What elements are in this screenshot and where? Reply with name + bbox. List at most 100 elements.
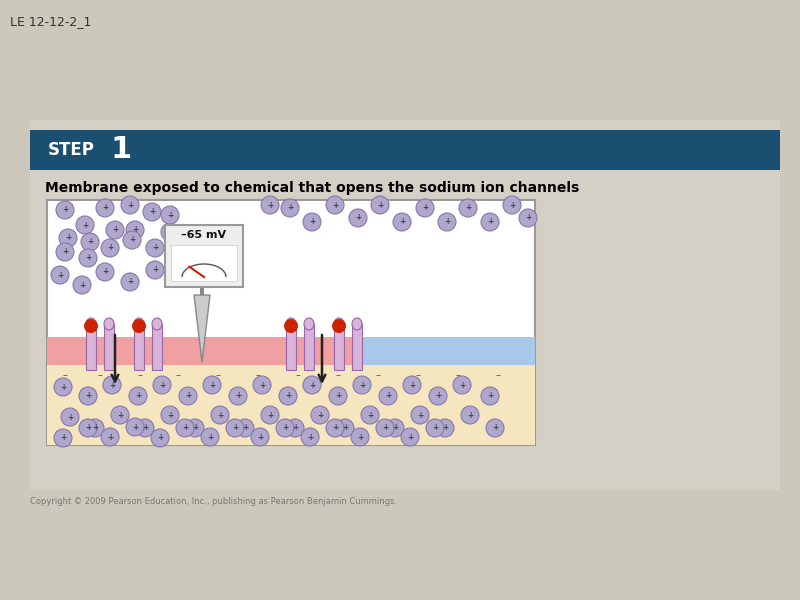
Circle shape bbox=[461, 406, 479, 424]
Text: +: + bbox=[332, 424, 338, 433]
Circle shape bbox=[84, 319, 98, 333]
Circle shape bbox=[403, 376, 421, 394]
Text: +: + bbox=[102, 268, 108, 277]
Ellipse shape bbox=[304, 318, 314, 330]
Text: +: + bbox=[257, 433, 263, 442]
Circle shape bbox=[151, 429, 169, 447]
Circle shape bbox=[146, 261, 164, 279]
Bar bbox=[30, 130, 780, 170]
Bar bbox=[47, 365, 535, 445]
Circle shape bbox=[136, 419, 154, 437]
Circle shape bbox=[121, 196, 139, 214]
Circle shape bbox=[279, 387, 297, 405]
Circle shape bbox=[251, 428, 269, 446]
Circle shape bbox=[103, 376, 121, 394]
Circle shape bbox=[101, 239, 119, 257]
Bar bbox=[352, 324, 362, 370]
Circle shape bbox=[286, 419, 304, 437]
Text: +: + bbox=[525, 214, 531, 223]
Text: –: – bbox=[415, 370, 421, 380]
Text: +: + bbox=[382, 424, 388, 433]
Circle shape bbox=[429, 387, 447, 405]
Text: +: + bbox=[112, 226, 118, 235]
Circle shape bbox=[153, 376, 171, 394]
Text: +: + bbox=[392, 424, 398, 433]
Text: +: + bbox=[85, 391, 91, 401]
Circle shape bbox=[121, 273, 139, 291]
Bar bbox=[188, 245, 216, 251]
Text: +: + bbox=[135, 391, 141, 401]
Text: +: + bbox=[157, 433, 163, 443]
Ellipse shape bbox=[152, 318, 162, 330]
Circle shape bbox=[236, 419, 254, 437]
Circle shape bbox=[349, 209, 367, 227]
Circle shape bbox=[132, 319, 146, 333]
Circle shape bbox=[303, 213, 321, 231]
Circle shape bbox=[129, 387, 147, 405]
Bar bbox=[171, 245, 237, 281]
Bar bbox=[30, 120, 780, 490]
Circle shape bbox=[486, 419, 504, 437]
Circle shape bbox=[379, 387, 397, 405]
Ellipse shape bbox=[334, 318, 344, 330]
Text: +: + bbox=[467, 410, 473, 419]
Circle shape bbox=[393, 213, 411, 231]
Circle shape bbox=[416, 199, 434, 217]
Text: +: + bbox=[232, 424, 238, 433]
Text: +: + bbox=[309, 380, 315, 389]
Text: +: + bbox=[377, 200, 383, 209]
Ellipse shape bbox=[134, 318, 144, 330]
Text: +: + bbox=[342, 424, 348, 433]
Text: +: + bbox=[287, 203, 293, 212]
Circle shape bbox=[54, 378, 72, 396]
Text: +: + bbox=[167, 410, 173, 419]
Text: LE 12-12-2_1: LE 12-12-2_1 bbox=[10, 15, 91, 28]
Circle shape bbox=[229, 387, 247, 405]
Text: +: + bbox=[487, 391, 493, 401]
Circle shape bbox=[376, 419, 394, 437]
Text: +: + bbox=[259, 380, 265, 389]
Text: +: + bbox=[407, 433, 413, 442]
Circle shape bbox=[426, 419, 444, 437]
Text: +: + bbox=[67, 413, 73, 421]
Text: +: + bbox=[207, 433, 213, 442]
Text: +: + bbox=[87, 238, 93, 247]
Polygon shape bbox=[194, 295, 210, 362]
Text: +: + bbox=[509, 200, 515, 209]
Circle shape bbox=[126, 221, 144, 239]
Bar bbox=[47, 337, 535, 365]
Text: +: + bbox=[107, 244, 113, 253]
Text: +: + bbox=[132, 422, 138, 431]
Circle shape bbox=[261, 406, 279, 424]
Ellipse shape bbox=[352, 318, 362, 330]
Text: +: + bbox=[192, 424, 198, 433]
Text: +: + bbox=[292, 424, 298, 433]
Text: +: + bbox=[359, 380, 365, 389]
Ellipse shape bbox=[104, 318, 114, 330]
Text: –: – bbox=[295, 370, 301, 380]
Circle shape bbox=[519, 209, 537, 227]
Text: +: + bbox=[357, 433, 363, 442]
Circle shape bbox=[79, 249, 97, 267]
Circle shape bbox=[311, 406, 329, 424]
Circle shape bbox=[96, 199, 114, 217]
Circle shape bbox=[353, 376, 371, 394]
Circle shape bbox=[123, 231, 141, 249]
Circle shape bbox=[79, 387, 97, 405]
Text: +: + bbox=[432, 424, 438, 433]
Text: +: + bbox=[409, 380, 415, 389]
Circle shape bbox=[96, 263, 114, 281]
Text: 1: 1 bbox=[110, 136, 131, 164]
Text: +: + bbox=[307, 433, 313, 442]
Text: +: + bbox=[185, 391, 191, 401]
Bar bbox=[334, 324, 344, 370]
Circle shape bbox=[56, 201, 74, 219]
Circle shape bbox=[326, 196, 344, 214]
Bar bbox=[200, 250, 204, 295]
Text: +: + bbox=[435, 391, 441, 401]
Text: +: + bbox=[167, 227, 173, 236]
Text: +: + bbox=[492, 424, 498, 433]
Text: +: + bbox=[355, 214, 361, 223]
Bar bbox=[165, 225, 243, 287]
Text: +: + bbox=[60, 383, 66, 391]
